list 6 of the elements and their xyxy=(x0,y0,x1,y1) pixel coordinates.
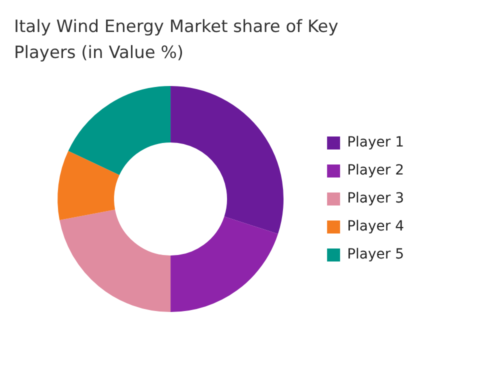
legend-label: Player 3 xyxy=(347,190,404,207)
chart-title: Italy Wind Energy Market share of Key Players (in Value %) xyxy=(14,16,340,65)
legend-label: Player 4 xyxy=(347,218,404,235)
legend-label: Player 1 xyxy=(347,134,404,151)
legend-label: Player 5 xyxy=(347,246,404,263)
legend-label: Player 2 xyxy=(347,162,404,179)
